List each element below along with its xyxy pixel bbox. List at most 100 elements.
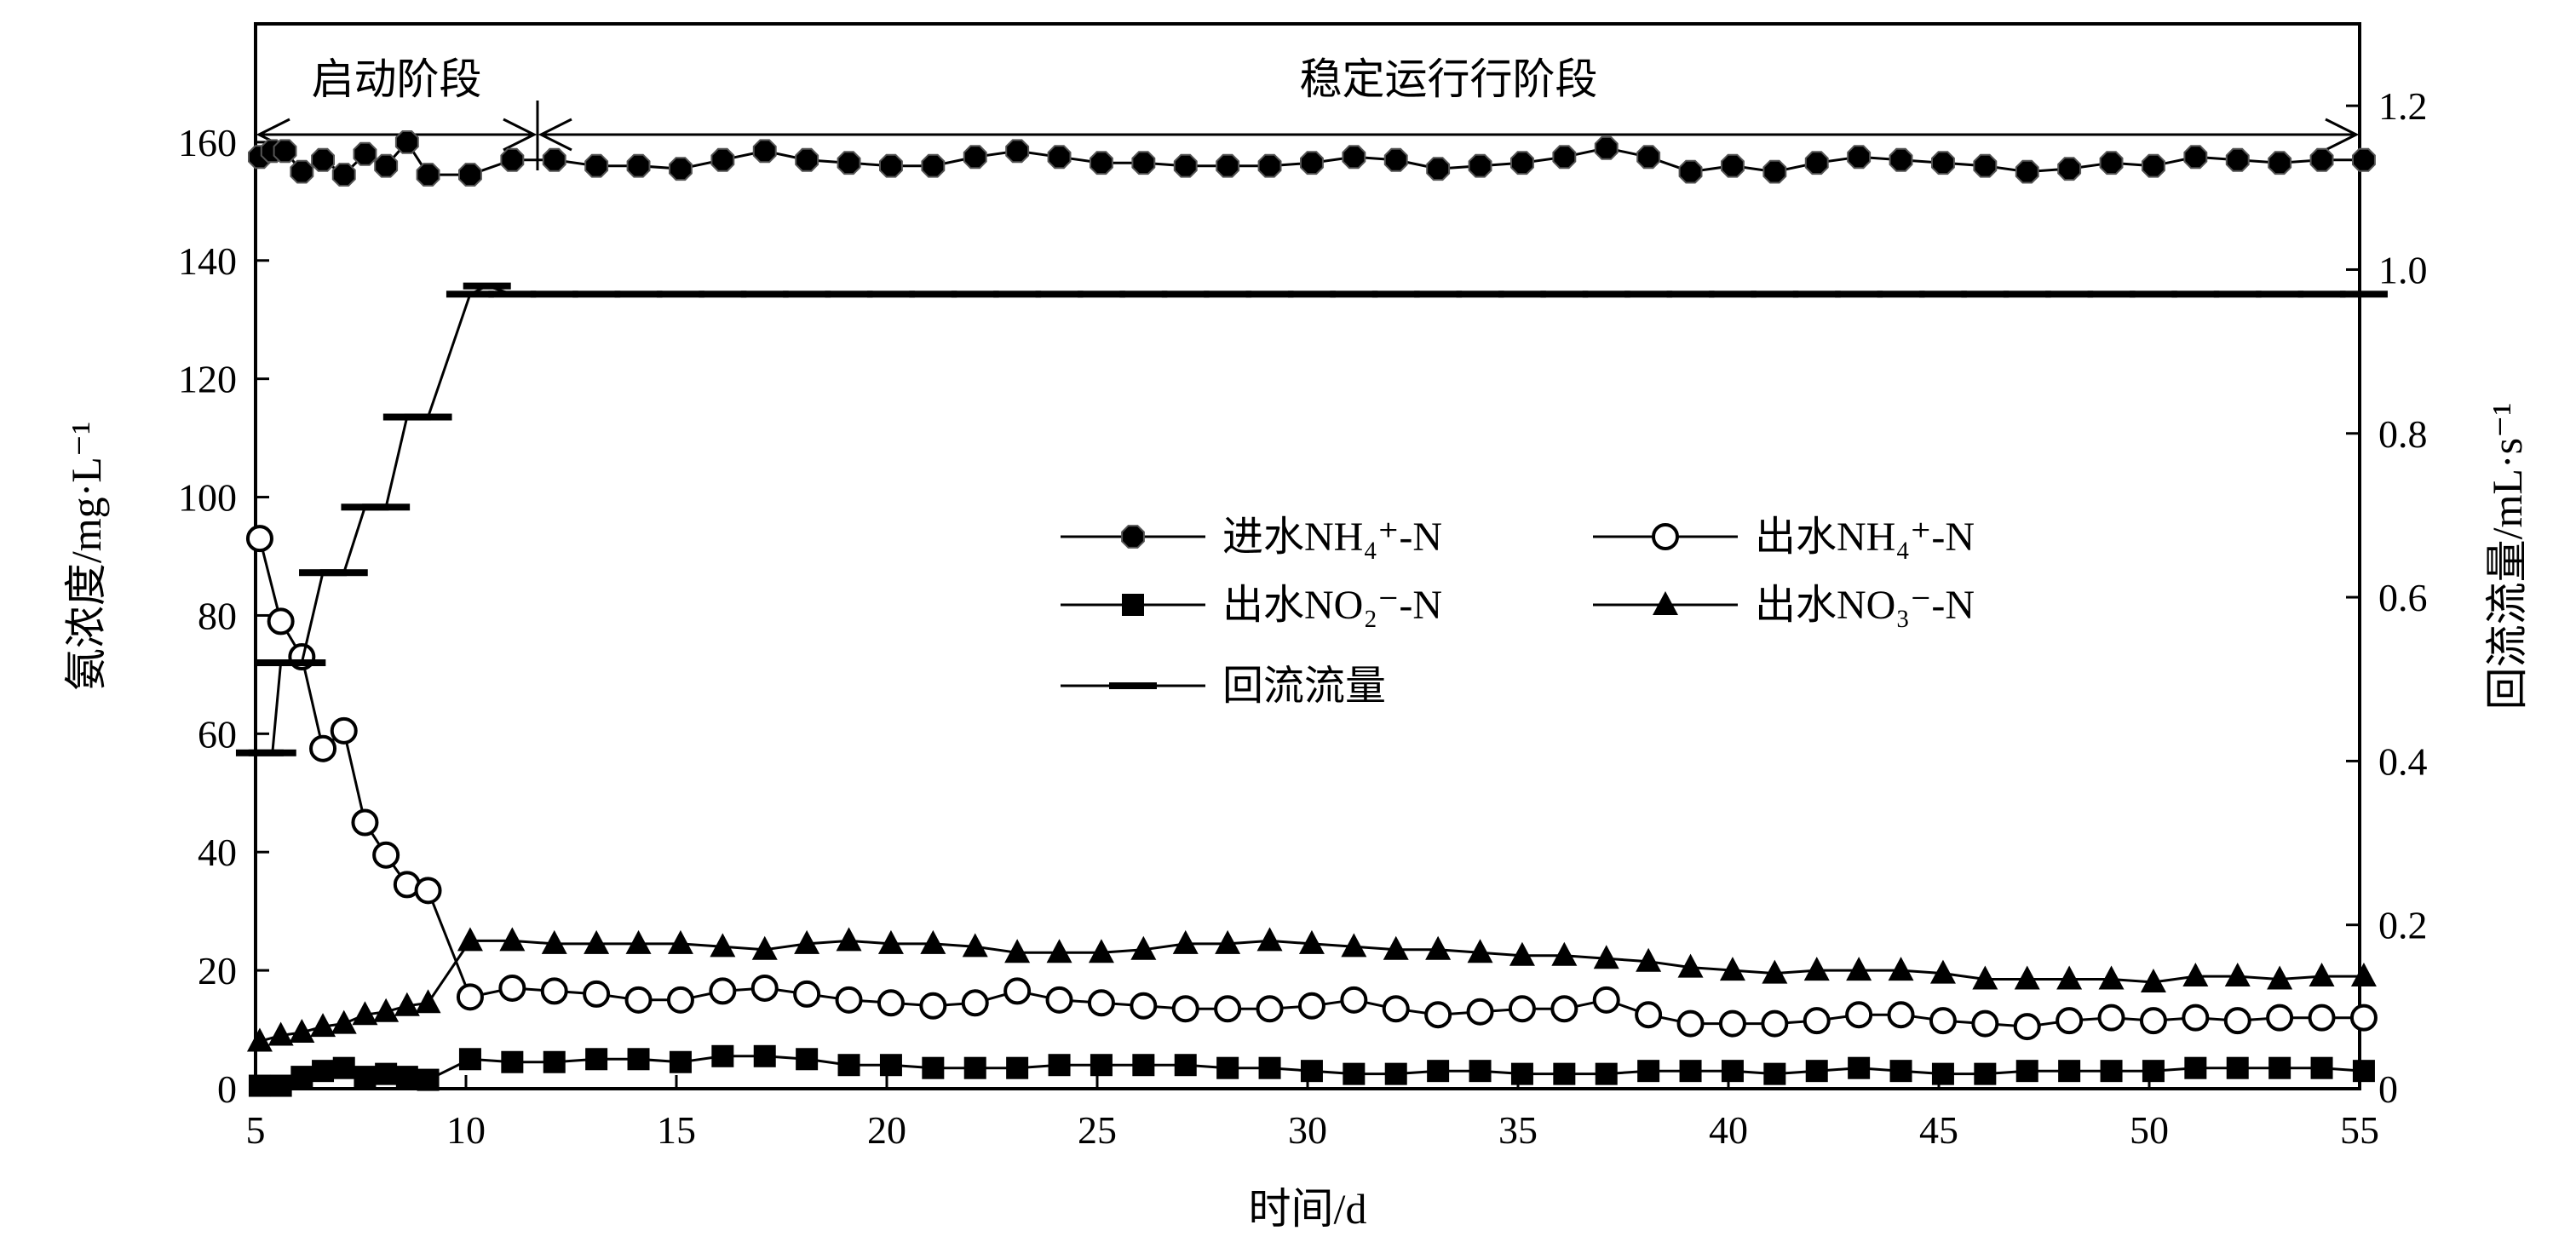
- data-point: [751, 935, 778, 960]
- data-point: [699, 290, 747, 298]
- data-point: [332, 1056, 355, 1079]
- x-tick-label: 35: [1498, 1108, 1538, 1152]
- data-point: [1204, 290, 1252, 298]
- data-point: [2352, 147, 2376, 172]
- data-point: [2140, 969, 2166, 992]
- data-point: [1046, 939, 1072, 963]
- data-point: [1383, 147, 1408, 172]
- data-point: [417, 1068, 440, 1091]
- legend-marker: [1121, 525, 1145, 549]
- data-point: [1298, 929, 1325, 954]
- data-point: [1721, 153, 1745, 178]
- phase-arrow-head-left: [538, 118, 572, 152]
- data-point: [311, 147, 335, 172]
- y-left-tick-label: 140: [178, 239, 237, 283]
- data-point: [584, 153, 609, 178]
- data-point: [909, 290, 957, 298]
- data-point: [1216, 153, 1240, 178]
- data-point: [1803, 957, 1830, 981]
- data-point: [415, 989, 441, 1014]
- data-point: [2058, 1060, 2081, 1083]
- data-point: [248, 749, 296, 756]
- x-tick-label: 50: [2130, 1108, 2169, 1152]
- x-tick-label: 40: [1709, 1108, 1748, 1152]
- phase-arrow-head-right: [2325, 118, 2360, 152]
- data-point: [319, 569, 368, 577]
- data-point: [2223, 1007, 2251, 1035]
- data-point: [1467, 939, 1493, 963]
- data-point: [1077, 290, 1125, 298]
- data-point: [1048, 1054, 1071, 1077]
- data-point: [372, 841, 400, 869]
- data-point: [1427, 1060, 1450, 1083]
- series-layer: [235, 130, 2388, 1097]
- data-point: [1341, 933, 1367, 958]
- data-point: [1003, 977, 1032, 1005]
- data-point: [1636, 947, 1662, 972]
- y-left-tick-label: 80: [198, 594, 237, 637]
- data-point: [1509, 941, 1535, 966]
- data-point: [627, 1048, 650, 1071]
- data-point: [488, 290, 537, 298]
- data-point: [2097, 1004, 2125, 1032]
- y-right-tick-label: 1.0: [2378, 248, 2428, 291]
- data-point: [669, 1050, 692, 1073]
- data-point: [1805, 1060, 1828, 1083]
- data-point: [1677, 953, 1704, 978]
- data-point: [2100, 1060, 2123, 1083]
- legend-item: 出水NO₂⁻-N: [1061, 583, 1442, 628]
- y-axis-left-title: 氨浓度/mg·L⁻¹: [62, 422, 110, 691]
- data-point: [1256, 927, 1283, 952]
- data-point: [624, 986, 653, 1014]
- y-axis-right: 0 0.2 0.4 0.6 0.8 1.0 1.2: [2346, 84, 2428, 1111]
- data-point: [2309, 963, 2335, 987]
- data-point: [1889, 147, 1913, 172]
- data-point: [1931, 151, 1955, 175]
- data-point: [1456, 290, 1504, 298]
- data-point: [866, 290, 915, 298]
- data-point: [2171, 290, 2220, 298]
- data-point: [353, 141, 377, 166]
- data-point: [1972, 965, 1998, 990]
- data-point: [1173, 153, 1198, 178]
- x-tick-label: 15: [657, 1108, 696, 1152]
- data-point: [246, 1027, 273, 1052]
- y-left-tick-label: 160: [178, 121, 237, 164]
- data-point: [922, 1056, 945, 1079]
- phase-arrow-head-right: [503, 118, 538, 152]
- series-0: [248, 130, 2376, 187]
- data-point: [1763, 1062, 1786, 1085]
- data-point: [2352, 1060, 2375, 1083]
- data-point: [656, 290, 704, 298]
- data-point: [2139, 1007, 2167, 1035]
- data-point: [2226, 1056, 2249, 1079]
- data-point: [375, 1062, 398, 1085]
- data-point: [1971, 1009, 1999, 1038]
- data-point: [1090, 1054, 1113, 1077]
- data-point: [1300, 1060, 1323, 1083]
- phase-annotations: 启动阶段 稳定运行行阶段: [256, 55, 2360, 170]
- data-point: [1132, 1054, 1155, 1077]
- data-point: [2297, 290, 2346, 298]
- data-point: [794, 929, 820, 954]
- data-point: [310, 1013, 336, 1038]
- data-point: [499, 927, 526, 952]
- y-right-tick-label: 0.6: [2378, 576, 2428, 619]
- data-point: [1931, 1062, 1954, 1085]
- data-point: [273, 139, 297, 164]
- y-right-tick-label: 1.2: [2378, 84, 2428, 128]
- data-point: [1708, 290, 1757, 298]
- data-point: [1582, 290, 1630, 298]
- data-point: [1761, 1009, 1789, 1038]
- data-point: [1287, 290, 1336, 298]
- data-point: [1721, 1060, 1744, 1083]
- data-point: [1553, 1062, 1576, 1085]
- data-point: [2129, 290, 2177, 298]
- data-point: [752, 139, 777, 164]
- data-point: [1216, 1056, 1239, 1079]
- data-point: [1551, 941, 1578, 966]
- data-point: [2013, 1013, 2041, 1041]
- data-point: [2213, 290, 2262, 298]
- data-point: [2308, 1004, 2336, 1032]
- data-point: [1090, 151, 1113, 175]
